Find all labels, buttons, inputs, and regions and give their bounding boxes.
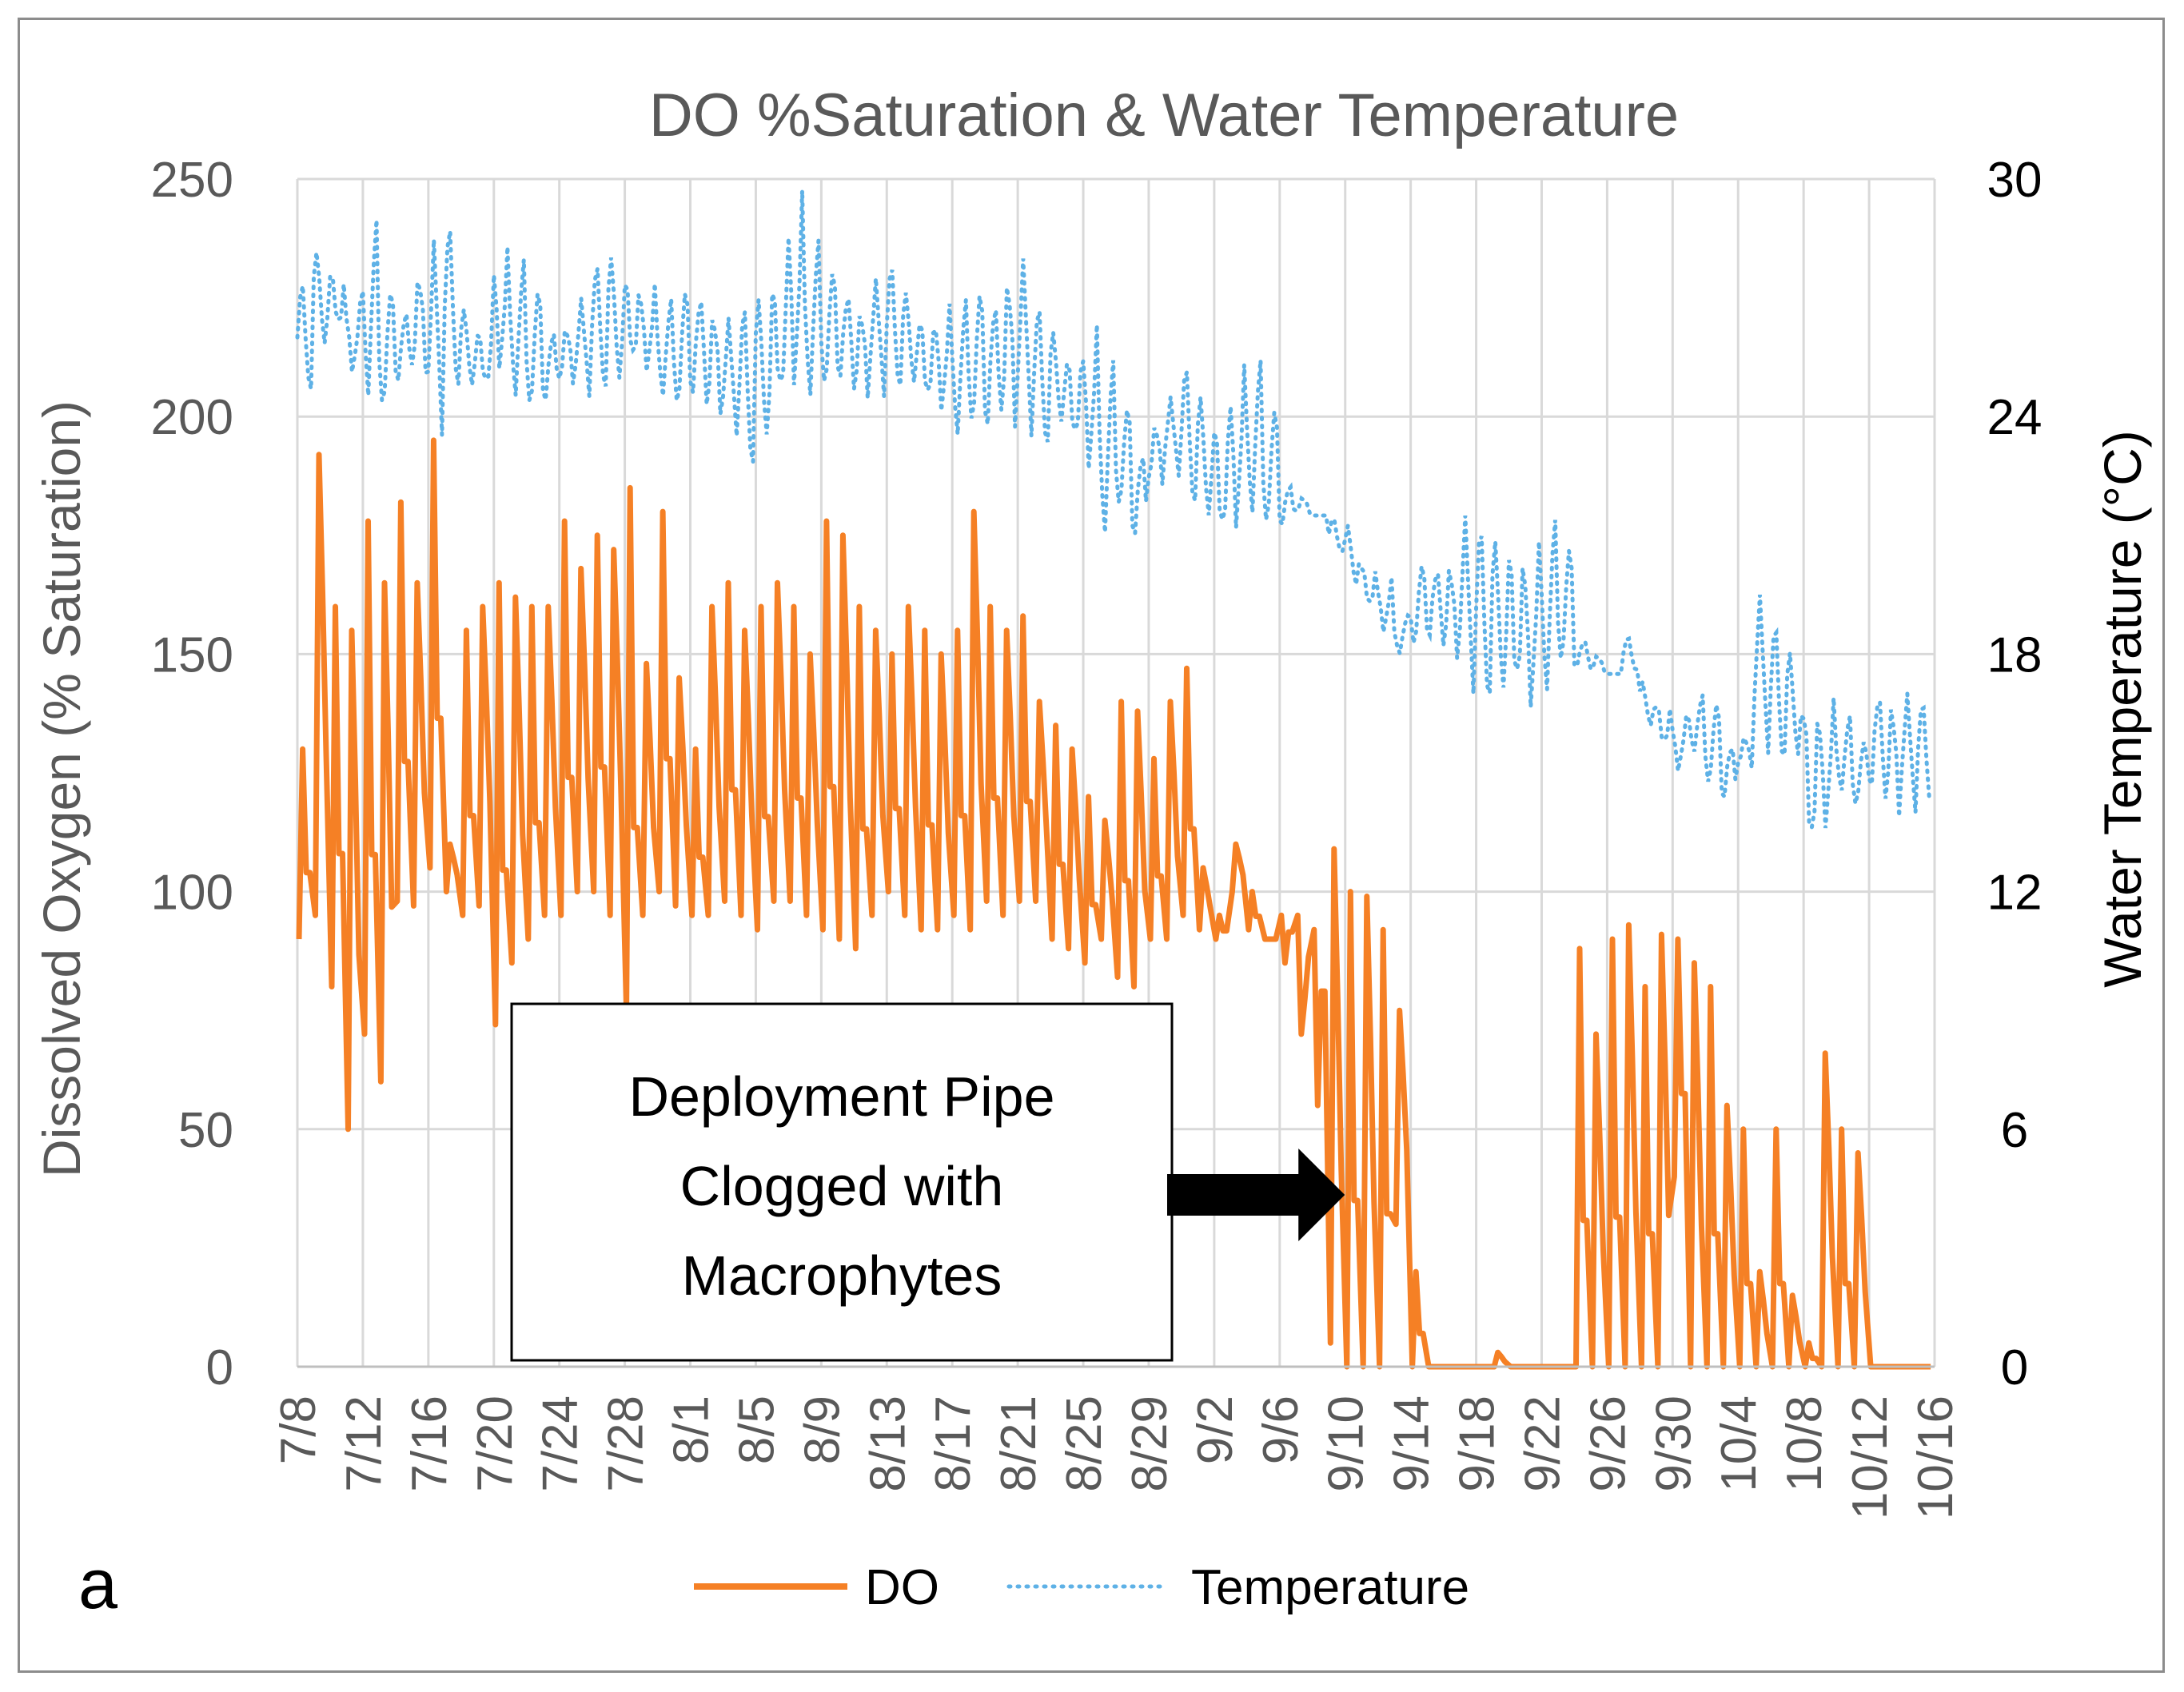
x-tick-label: 9/22 [1515, 1395, 1570, 1492]
x-tick-label: 8/9 [795, 1395, 850, 1464]
right-axis-ticks: 0 6 12 18 24 30 [1987, 153, 2043, 1395]
y2-tick-label: 0 [2001, 1340, 2028, 1395]
x-tick-label: 10/8 [1777, 1395, 1832, 1492]
y-axis-title: Dissolved Oxygen (% Saturation) [32, 400, 91, 1177]
x-tick-label: 7/24 [533, 1395, 588, 1492]
x-tick-label: 10/16 [1908, 1395, 1963, 1519]
x-tick-label: 7/20 [468, 1395, 523, 1492]
y2-tick-label: 6 [2001, 1103, 2028, 1158]
x-tick-label: 7/12 [337, 1395, 392, 1492]
panel-label: a [78, 1544, 118, 1623]
y-tick-label: 150 [151, 627, 233, 683]
annotation-line-2: Clogged with [680, 1155, 1004, 1217]
chart-title: DO %Saturation & Water Temperature [649, 82, 1679, 149]
x-tick-label: 10/12 [1843, 1395, 1898, 1519]
plot-area [295, 190, 1935, 1370]
x-tick-label: 10/4 [1712, 1395, 1767, 1492]
x-tick-label: 8/1 [664, 1395, 719, 1464]
x-tick-label: 7/16 [402, 1395, 457, 1492]
annotation-arrow [1167, 1149, 1345, 1241]
x-tick-label: 9/26 [1580, 1395, 1636, 1492]
x-tick-label: 9/10 [1319, 1395, 1374, 1492]
x-tick-label: 9/14 [1385, 1395, 1440, 1492]
series-do-line [296, 437, 1931, 1370]
annotation-box [510, 1002, 1174, 1362]
y-tick-label: 250 [151, 153, 233, 208]
legend-do-label: DO [865, 1560, 939, 1615]
x-tick-label: 7/28 [599, 1395, 654, 1492]
y2-tick-label: 12 [1987, 866, 2043, 921]
y2-tick-label: 30 [1987, 153, 2043, 208]
legend-temperature-label: Temperature [1191, 1560, 1469, 1615]
x-tick-label: 9/18 [1450, 1395, 1505, 1492]
series-temperature-line [295, 190, 1935, 834]
left-axis-ticks: 0 50 100 150 200 250 [151, 153, 233, 1395]
y2-axis-title: Water Temperature (°C) [2093, 430, 2152, 988]
legend: DO Temperature [694, 1560, 1469, 1615]
x-tick-label: 8/17 [926, 1395, 981, 1492]
x-tick-label: 9/6 [1253, 1395, 1309, 1464]
x-tick-label: 7/8 [271, 1395, 326, 1464]
x-tick-label: 8/29 [1122, 1395, 1178, 1492]
x-axis-ticks: 7/8 7/12 7/16 7/20 7/24 7/28 8/1 8/5 8/9 8/13 8/17… [271, 1395, 1963, 1519]
y-tick-label: 200 [151, 390, 233, 445]
x-tick-label: 9/2 [1188, 1395, 1243, 1464]
annotation-line-1: Deployment Pipe [628, 1065, 1054, 1128]
x-tick-label: 8/13 [860, 1395, 915, 1492]
x-tick-label: 8/21 [991, 1395, 1046, 1492]
y-tick-label: 100 [151, 866, 233, 921]
x-tick-label: 8/25 [1057, 1395, 1112, 1492]
y-tick-label: 50 [178, 1103, 233, 1158]
y2-tick-label: 24 [1987, 390, 2043, 445]
annotation-line-3: Macrophytes [682, 1244, 1002, 1307]
annotation: Deployment Pipe Clogged with Macrophytes [510, 1002, 1345, 1362]
y-tick-label: 0 [206, 1340, 233, 1395]
x-tick-label: 8/5 [729, 1395, 784, 1464]
y2-tick-label: 18 [1987, 627, 2043, 683]
x-tick-label: 9/30 [1646, 1395, 1701, 1492]
